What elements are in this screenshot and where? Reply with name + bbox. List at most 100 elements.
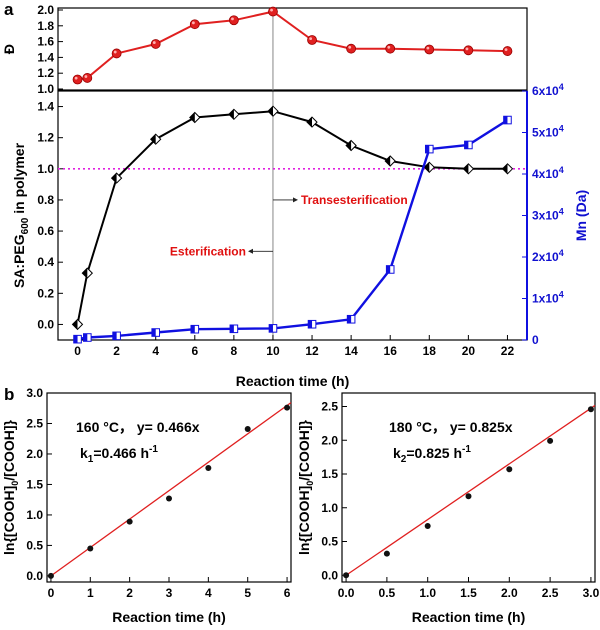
x-tick-label: 6 bbox=[191, 344, 198, 358]
data-point-ratio-half bbox=[502, 163, 508, 174]
y2-tick-base: 2x10 bbox=[532, 250, 559, 264]
data-point bbox=[166, 495, 172, 502]
data-point bbox=[72, 74, 83, 85]
y2-tick-exp: 4 bbox=[559, 290, 564, 300]
y-tick-label: 1.4 bbox=[37, 50, 54, 64]
y-axis-label-part: /[COOH]} bbox=[296, 420, 312, 481]
y-tick-label: 1.6 bbox=[37, 35, 54, 49]
x-tick-label: 2.5 bbox=[542, 586, 559, 600]
y2-tick-base: 1x10 bbox=[532, 292, 559, 306]
x-tick-label: 2 bbox=[126, 586, 133, 600]
data-point-ratio-half bbox=[189, 112, 195, 123]
data-point-ratio-half bbox=[228, 109, 234, 120]
data-point bbox=[307, 35, 317, 45]
y-tick-label: 1.0 bbox=[26, 508, 43, 522]
x-tick-label: 20 bbox=[462, 344, 476, 358]
data-point-mn-half bbox=[73, 335, 78, 343]
y2-tick-label: 4x104 bbox=[532, 165, 564, 181]
data-point bbox=[343, 572, 350, 579]
data-point-mn-half bbox=[112, 332, 117, 340]
data-point bbox=[47, 572, 54, 579]
y-tick-label: 0.5 bbox=[26, 538, 43, 552]
y-tick-label: 2.0 bbox=[26, 447, 43, 461]
data-point bbox=[502, 46, 513, 56]
data-point bbox=[82, 73, 93, 83]
data-point bbox=[385, 43, 396, 54]
data-point bbox=[205, 464, 212, 471]
data-point-highlight bbox=[348, 45, 352, 49]
data-point-ratio-half bbox=[82, 268, 88, 279]
rate-constant-value: =0.466 h bbox=[93, 445, 149, 461]
data-point bbox=[587, 406, 594, 413]
data-point bbox=[463, 45, 474, 56]
x-tick-label: 0.5 bbox=[379, 586, 396, 600]
data-point-ratio-half bbox=[346, 140, 352, 151]
data-point bbox=[424, 44, 435, 55]
x-tick-label: 0 bbox=[48, 586, 55, 600]
x-tick-label: 10 bbox=[266, 344, 280, 358]
y-tick-label: 1.0 bbox=[37, 82, 54, 96]
y2-axis-label: Mn (Da) bbox=[573, 190, 589, 241]
data-point bbox=[346, 43, 357, 54]
data-point-mn-half bbox=[386, 265, 391, 274]
data-point bbox=[383, 550, 390, 557]
y-axis-label-subscript: 0 bbox=[10, 481, 20, 486]
y-tick-label: 1.8 bbox=[37, 19, 54, 33]
x-tick-label: 22 bbox=[501, 344, 515, 358]
panel-label-a: a bbox=[4, 0, 14, 19]
data-point bbox=[268, 6, 278, 17]
annotation-arrowhead bbox=[248, 248, 253, 254]
y-tick-label: 3.0 bbox=[26, 386, 43, 400]
y2-tick-label: 1x104 bbox=[532, 290, 564, 306]
annotation-arrowhead bbox=[293, 197, 298, 203]
x-tick-label: 14 bbox=[344, 344, 358, 358]
chart-kinetics-160: 0.0 0.5 1.0 1.5 2.0 2.5 3.0 0 1 2 3 4 5 6 Reaction tim… bbox=[1, 386, 292, 625]
rate-constant-subscript: 1 bbox=[88, 454, 94, 465]
x-tick-label: 1.0 bbox=[419, 586, 436, 600]
rate-constant-value: =0.825 h bbox=[406, 445, 462, 461]
data-point bbox=[506, 466, 513, 473]
data-point-highlight bbox=[465, 47, 469, 51]
y2-tick-label: 6x104 bbox=[532, 82, 564, 98]
data-point-mn-half bbox=[151, 328, 156, 337]
x-tick-label: 12 bbox=[305, 344, 319, 358]
x-tick-label: 2 bbox=[113, 344, 120, 358]
data-point-highlight bbox=[387, 45, 391, 49]
plot-frame bbox=[57, 90, 528, 341]
data-point bbox=[189, 19, 200, 30]
x-axis-label: Reaction time (h) bbox=[236, 373, 350, 389]
annotation-esterification: Esterification bbox=[170, 244, 246, 258]
y-axis-label-part: SA:PEG bbox=[11, 234, 27, 288]
y-tick-label: 0.4 bbox=[37, 255, 54, 269]
y2-tick-label: 2x104 bbox=[532, 248, 564, 264]
y2-tick-label: 3x104 bbox=[532, 207, 564, 223]
chart-dispersity: 1.01.21.41.61.82.0Đ bbox=[1, 3, 528, 340]
y2-tick-label: 0 bbox=[532, 333, 539, 347]
y-tick-label: 1.0 bbox=[321, 501, 338, 515]
y-axis-label-subscript: 600 bbox=[20, 217, 31, 234]
x-tick-label: 5 bbox=[244, 586, 251, 600]
data-point-highlight bbox=[309, 37, 313, 41]
x-tick-label: 16 bbox=[384, 344, 398, 358]
y2-tick-base: 3x10 bbox=[532, 209, 559, 223]
y-axis-label-subscript: 0 bbox=[305, 481, 315, 486]
chart-ratio-mn: 0.0 0.2 0.4 0.6 0.8 1.0 1.2 1.4 0 2 4 6 8 10 12 14 16 18 2… bbox=[11, 82, 589, 389]
x-tick-label: 2.0 bbox=[501, 586, 518, 600]
y2-tick-base: 0 bbox=[532, 333, 539, 347]
y-axis-label-part: in polymer bbox=[11, 142, 27, 217]
y-axis-label: Đ bbox=[1, 44, 17, 54]
x-tick-label: 0 bbox=[74, 344, 81, 358]
data-point bbox=[126, 518, 133, 525]
data-point-highlight bbox=[504, 48, 508, 52]
x-tick-label: 0.0 bbox=[338, 586, 355, 600]
chart-kinetics-180: 0.0 0.5 1.0 1.5 2.0 2.5 0.0 0.5 1.0 1.5 2.0 2.5 3.0 R… bbox=[296, 392, 600, 625]
y-tick-label: 0.2 bbox=[37, 286, 54, 300]
y-axis-label-part: ln{[COOH] bbox=[1, 486, 17, 555]
rate-constant-k: k bbox=[80, 445, 88, 461]
x-axis-label: Reaction time (h) bbox=[412, 609, 526, 625]
y-axis-label-part: ln{[COOH] bbox=[296, 486, 312, 555]
data-point-ratio-half bbox=[424, 162, 430, 173]
y-tick-label: 1.2 bbox=[37, 131, 54, 145]
x-axis-label: Reaction time (h) bbox=[112, 609, 226, 625]
